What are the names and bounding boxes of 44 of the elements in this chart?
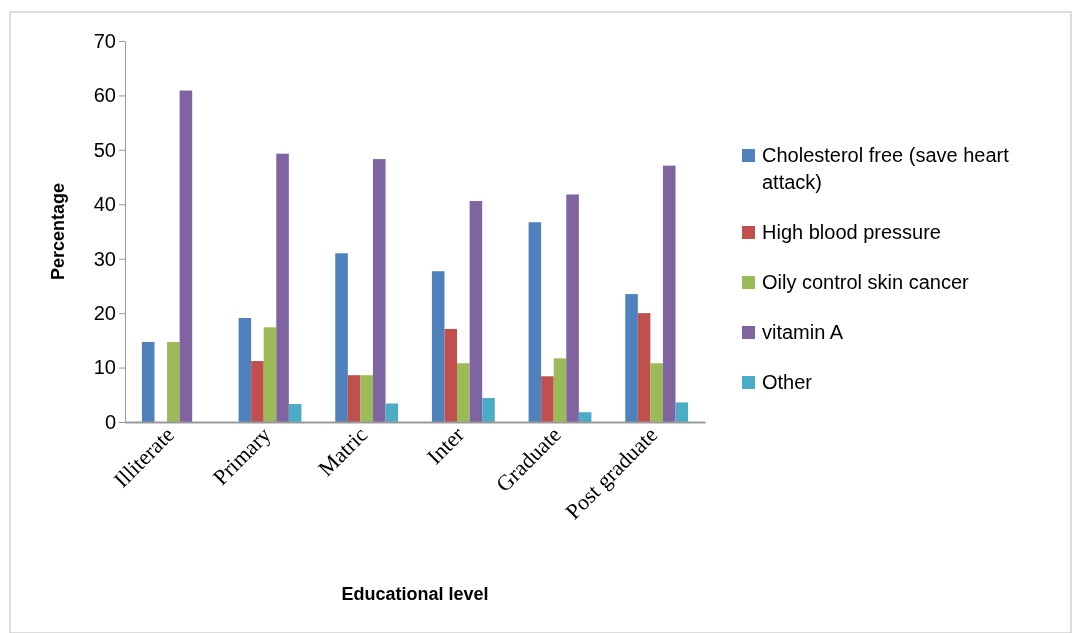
legend-label: vitamin A <box>762 321 844 343</box>
bar <box>347 375 361 422</box>
bar <box>167 341 180 422</box>
bar <box>372 159 386 422</box>
bar <box>360 375 373 422</box>
legend-label: Other <box>762 371 813 393</box>
bar <box>251 361 264 422</box>
bar <box>179 90 193 422</box>
legend-label: High blood pressure <box>762 221 941 243</box>
bar <box>675 402 689 422</box>
y-tick-label: 10 <box>93 356 116 379</box>
bar <box>238 318 252 422</box>
bar <box>541 376 554 422</box>
bar <box>469 201 483 422</box>
bar <box>578 412 592 422</box>
bar <box>457 363 470 422</box>
bar <box>662 165 676 422</box>
y-tick-label: 50 <box>93 138 116 161</box>
bar <box>431 271 445 422</box>
bar <box>288 404 302 422</box>
bar <box>141 341 155 422</box>
bar <box>650 363 663 422</box>
bar <box>385 403 399 422</box>
legend-label: Cholesterol free (save heart attack) <box>762 144 1010 193</box>
bar <box>553 358 567 422</box>
y-tick-label: 40 <box>93 193 116 216</box>
bar <box>444 328 458 422</box>
y-tick-label: 20 <box>93 302 116 325</box>
bar <box>276 153 289 422</box>
y-tick-label: 60 <box>93 84 116 107</box>
bar <box>482 398 495 422</box>
bar <box>625 294 638 422</box>
x-tick-label: Inter <box>421 421 470 470</box>
x-axis-title: Educational level <box>341 584 489 604</box>
legend-label: Oily control skin cancer <box>762 271 970 293</box>
y-tick-label: 0 <box>104 410 116 433</box>
bar <box>528 222 542 422</box>
bar <box>566 194 579 422</box>
y-axis-title: Percentage <box>48 182 68 281</box>
bar <box>335 253 348 422</box>
y-tick-label: 30 <box>93 247 116 270</box>
bar <box>637 313 651 422</box>
bar <box>263 327 277 422</box>
y-tick-label: 70 <box>93 29 116 52</box>
